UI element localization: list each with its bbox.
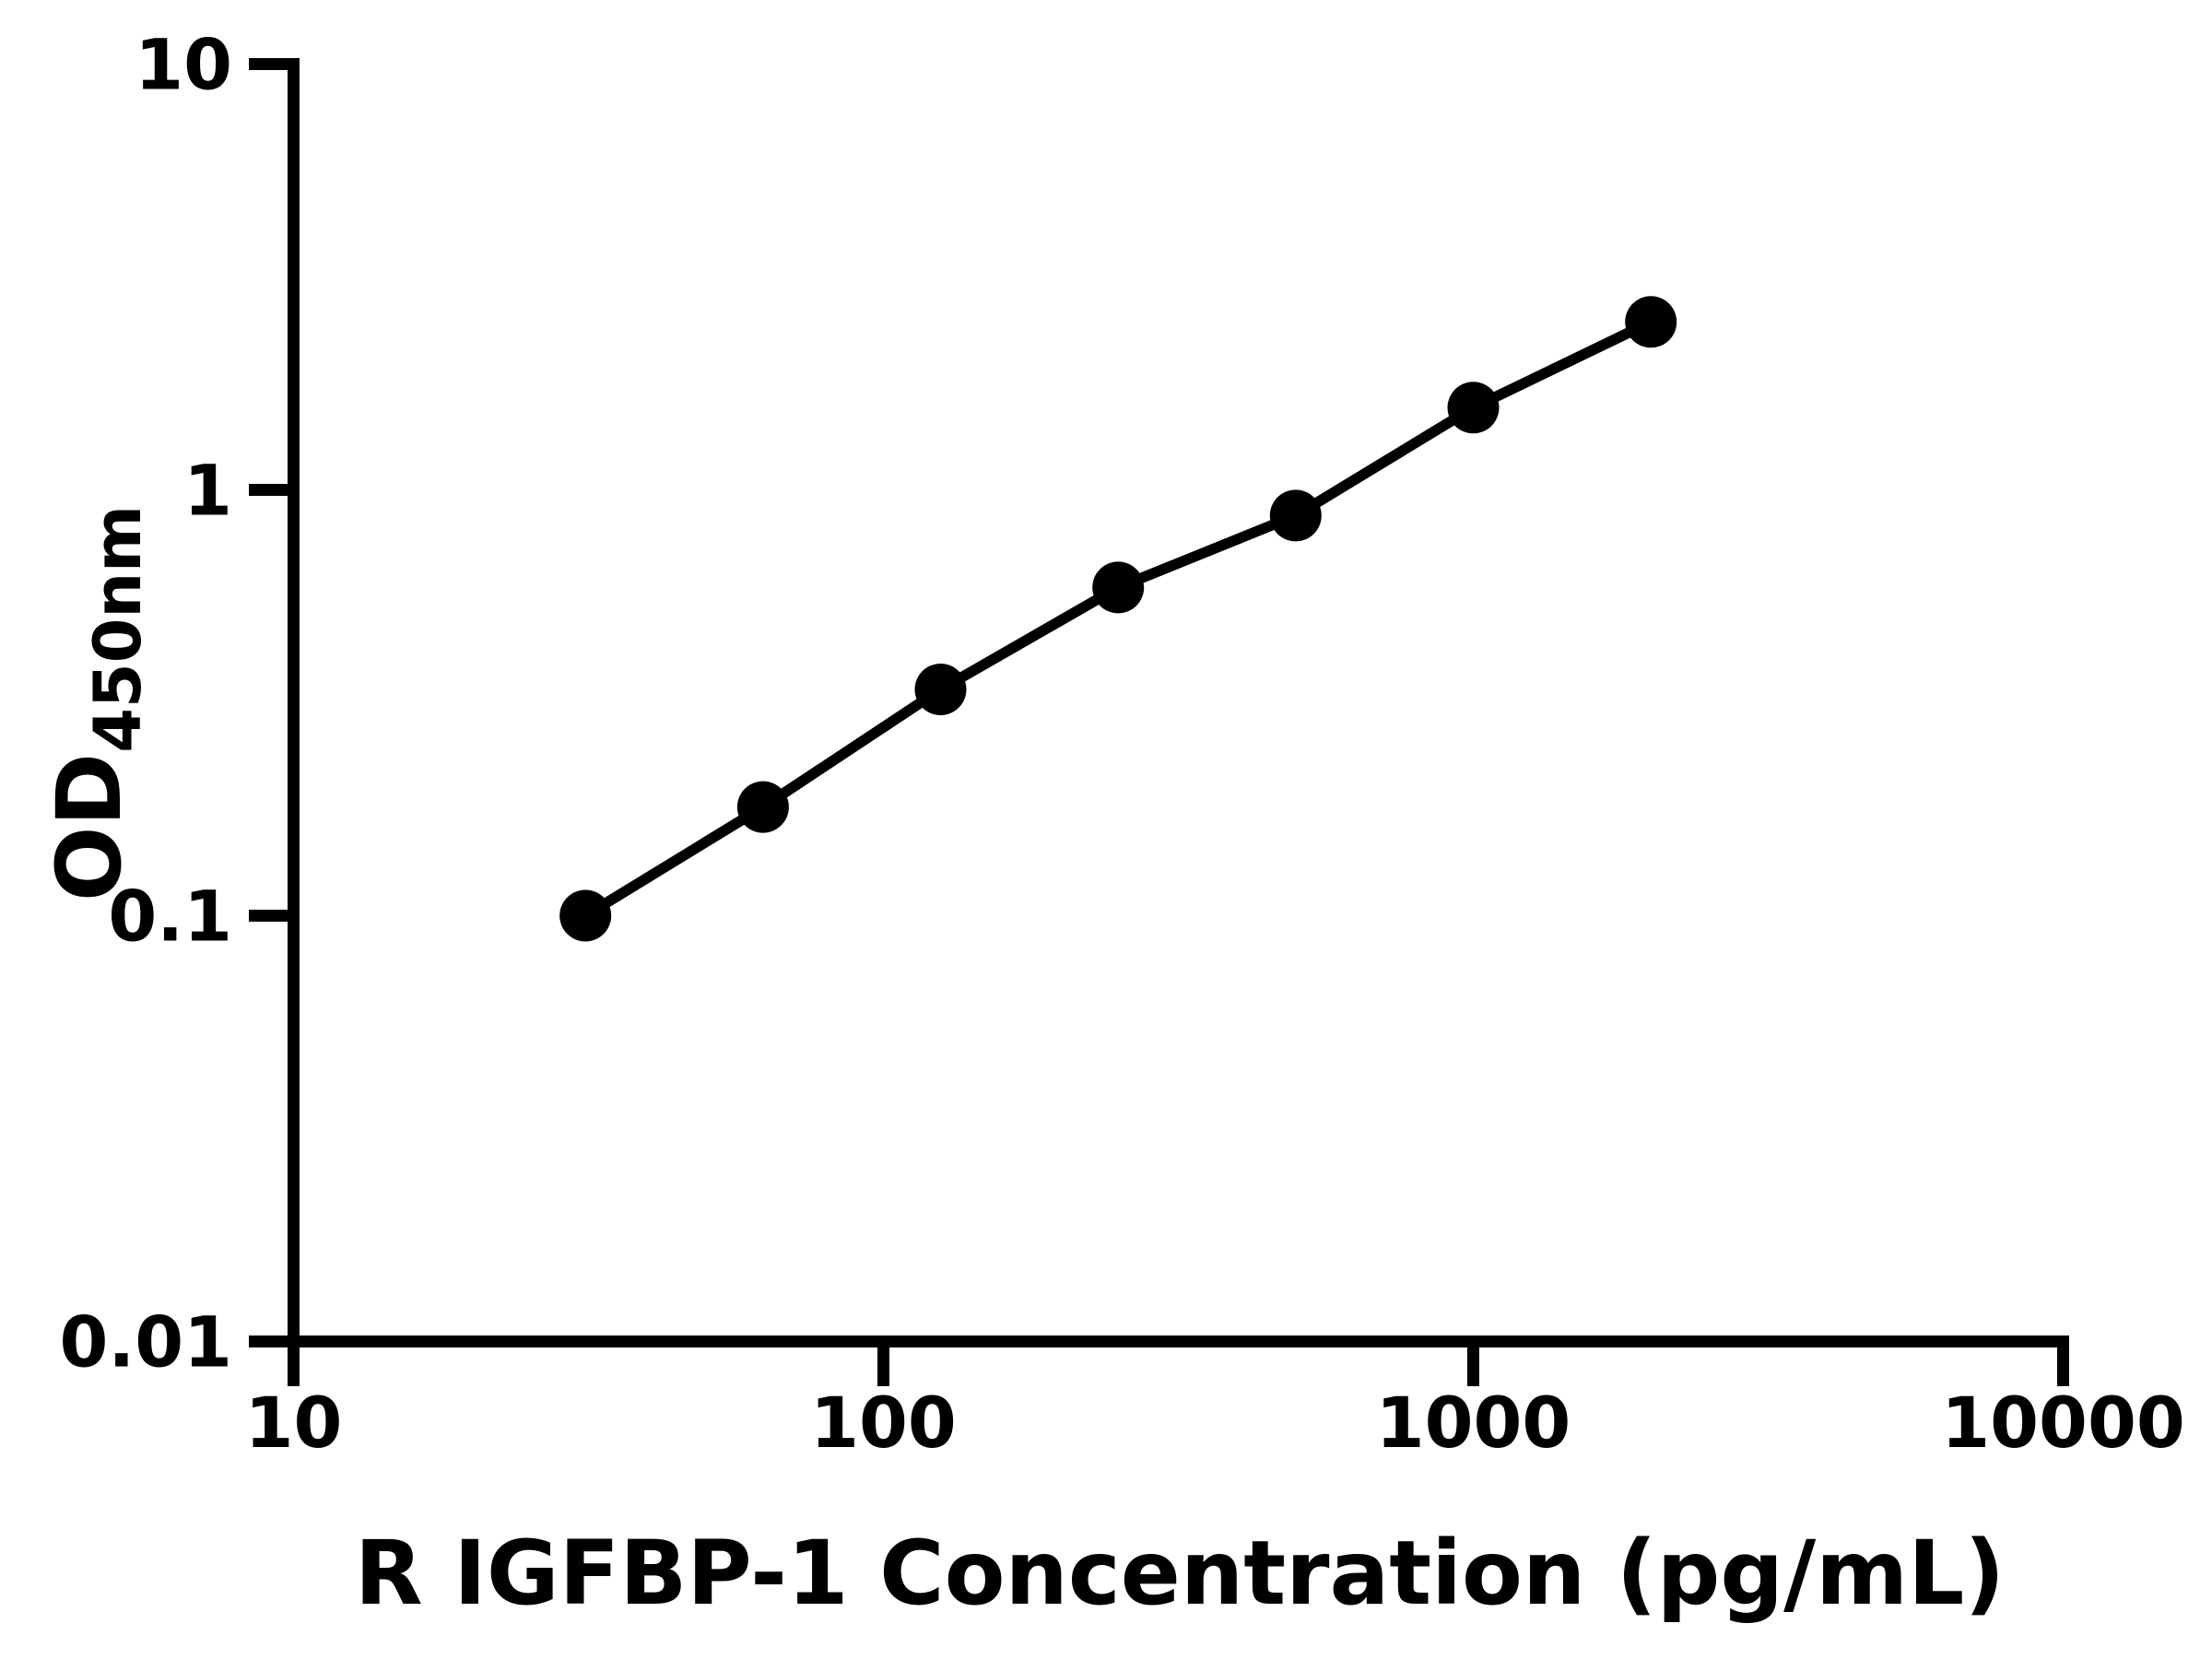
y-tick-label: 0.1 <box>108 876 232 958</box>
data-point-4 <box>1269 489 1322 542</box>
y-axis-title-main: OD <box>38 753 141 901</box>
y-tick-label: 10 <box>135 24 232 106</box>
plot-series <box>559 296 1677 942</box>
data-point-5 <box>1447 382 1500 434</box>
x-axis: 10 100 1000 10000 <box>245 1335 2185 1464</box>
x-tick-label: 1000 <box>1376 1382 1571 1464</box>
data-point-1 <box>736 781 789 833</box>
x-tick-label: 10000 <box>1941 1382 2184 1464</box>
data-point-3 <box>1092 561 1145 614</box>
data-point-2 <box>914 664 967 715</box>
y-axis: 10 1 0.1 0.01 <box>59 24 300 1383</box>
data-point-0 <box>559 889 612 942</box>
data-point-6 <box>1625 296 1677 348</box>
y-axis-title: OD450nm <box>38 505 156 901</box>
y-tick-label: 0.01 <box>59 1301 232 1383</box>
x-axis-title: R IGFBP-1 Concentration (pg/mL) <box>355 1522 2005 1625</box>
y-tick-label: 1 <box>183 450 232 532</box>
y-axis-title-subscript: 450nm <box>80 505 156 753</box>
x-tick-label: 10 <box>245 1382 343 1464</box>
x-tick-label: 100 <box>810 1382 957 1464</box>
